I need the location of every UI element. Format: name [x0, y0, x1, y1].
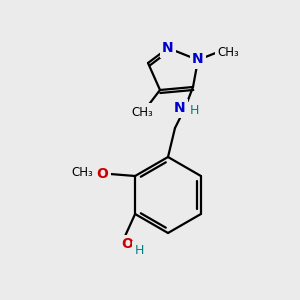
Text: N: N [162, 41, 174, 55]
Text: H: H [189, 104, 199, 118]
Text: O: O [96, 167, 108, 181]
Text: N: N [192, 52, 204, 66]
Text: CH₃: CH₃ [217, 46, 239, 59]
Text: CH₃: CH₃ [71, 166, 93, 178]
Text: O: O [121, 237, 133, 251]
Text: H: H [134, 244, 144, 256]
Text: N: N [174, 101, 186, 115]
Text: CH₃: CH₃ [131, 106, 153, 118]
